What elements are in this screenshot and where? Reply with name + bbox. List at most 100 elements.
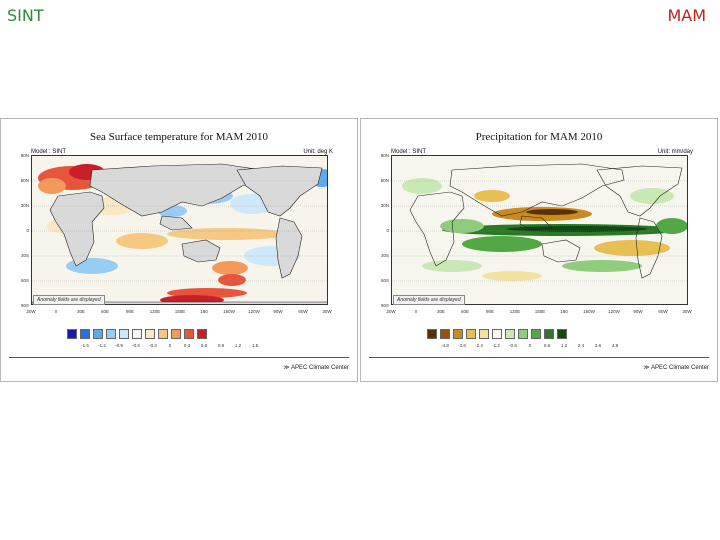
legend-tick: 2.4	[577, 343, 585, 348]
legend-swatch	[67, 329, 77, 339]
legend-tick: 0	[168, 343, 172, 348]
lon-label: 120W	[608, 309, 620, 314]
legend-swatch	[93, 329, 103, 339]
legend-tick: 1.5	[251, 343, 259, 348]
lon-label: 60E	[100, 309, 110, 314]
precip-map-title: Precipitation for MAM 2010	[475, 131, 603, 143]
lon-label: 150W	[583, 309, 595, 314]
lat-label: 60S	[380, 278, 389, 283]
lon-label: 0	[414, 309, 418, 314]
precip-unit-label: Unit: mm/day	[657, 149, 693, 155]
lon-label: 150E	[534, 309, 546, 314]
lon-label: 60E	[460, 309, 470, 314]
legend-tick: 3.6	[594, 343, 602, 348]
legend-tick: -1.5	[81, 343, 89, 348]
legend-swatch	[479, 329, 489, 339]
anomaly-note: Anomaly fields are displayed	[393, 295, 465, 305]
precip-map-panel: Precipitation for MAM 2010 Model : SINT …	[360, 118, 718, 382]
sst-model-label: Model : SINT	[31, 149, 67, 155]
legend-swatch	[531, 329, 541, 339]
precip-map-graphic	[392, 156, 687, 304]
legend-tick: -0.6	[509, 343, 517, 348]
lon-label: 30W	[682, 309, 692, 314]
lon-label: 30E	[76, 309, 86, 314]
legend-tick: -1.2	[492, 343, 500, 348]
lon-label: 20W	[26, 309, 36, 314]
lon-label: 30E	[436, 309, 446, 314]
legend-swatch	[518, 329, 528, 339]
legend-swatch	[106, 329, 116, 339]
legend-swatch	[427, 329, 437, 339]
lat-label: 60S	[20, 278, 29, 283]
legend-swatch	[544, 329, 554, 339]
legend-swatch	[492, 329, 502, 339]
lon-label: 60W	[298, 309, 308, 314]
lon-label: 90W	[633, 309, 643, 314]
lon-label: 120E	[149, 309, 161, 314]
footer-rule	[9, 357, 349, 358]
lon-label: 180	[200, 309, 208, 314]
lat-label: 0	[386, 228, 389, 233]
lon-label: 150E	[174, 309, 186, 314]
lat-label: 90S	[20, 303, 29, 308]
legend-tick: -3.6	[458, 343, 466, 348]
precip-anomaly-patches	[402, 178, 687, 281]
legend-tick: -2.4	[475, 343, 483, 348]
lat-label: 90N	[380, 153, 389, 158]
legend-swatch	[184, 329, 194, 339]
legend-tick: -0.6	[132, 343, 140, 348]
legend-tick: -0.9	[115, 343, 123, 348]
sst-color-legend	[67, 329, 207, 341]
region-label: SINT	[7, 6, 44, 25]
legend-tick: 0.6	[543, 343, 551, 348]
legend-swatch	[466, 329, 476, 339]
legend-swatch	[453, 329, 463, 339]
legend-tick: 4.8	[611, 343, 619, 348]
sst-unit-label: Unit: deg K	[303, 149, 333, 155]
lat-label: 30N	[380, 203, 389, 208]
legend-tick: 0.6	[200, 343, 208, 348]
legend-swatch	[158, 329, 168, 339]
lon-label: 180	[560, 309, 568, 314]
lon-label: 90E	[125, 309, 135, 314]
lat-label: 30S	[380, 253, 389, 258]
season-label: MAM	[667, 6, 706, 25]
legend-swatch	[197, 329, 207, 339]
legend-tick: 1.2	[560, 343, 568, 348]
sst-map-graphic	[32, 156, 327, 304]
legend-tick: 1.2	[234, 343, 242, 348]
lon-label: 90W	[273, 309, 283, 314]
legend-swatch	[80, 329, 90, 339]
legend-tick: -1.2	[98, 343, 106, 348]
continents	[32, 163, 327, 304]
lon-label: 90E	[485, 309, 495, 314]
lon-label: 20W	[386, 309, 396, 314]
precip-anomaly-map	[391, 155, 688, 305]
lon-label: 30W	[322, 309, 332, 314]
footer-rule	[369, 357, 709, 358]
apec-footer: ≫ APEC Climate Center	[283, 365, 349, 371]
lat-label: 90S	[380, 303, 389, 308]
sst-anomaly-map	[31, 155, 328, 305]
legend-tick: 0.3	[183, 343, 191, 348]
lon-label: 60W	[658, 309, 668, 314]
sst-map-title: Sea Surface temperature for MAM 2010	[89, 131, 269, 143]
lat-label: 0	[26, 228, 29, 233]
lon-label: 120E	[509, 309, 521, 314]
sst-map-panel: Sea Surface temperature for MAM 2010 Mod…	[0, 118, 358, 382]
precip-model-label: Model : SINT	[391, 149, 427, 155]
legend-swatch	[171, 329, 181, 339]
legend-swatch	[557, 329, 567, 339]
legend-swatch	[505, 329, 515, 339]
lon-label: 0	[54, 309, 58, 314]
lat-label: 60N	[380, 178, 389, 183]
legend-swatch	[440, 329, 450, 339]
legend-tick: -0.3	[149, 343, 157, 348]
lat-label: 90N	[20, 153, 29, 158]
lat-label: 30N	[20, 203, 29, 208]
anomaly-note: Anomaly fields are displayed	[33, 295, 105, 305]
lon-label: 120W	[248, 309, 260, 314]
lat-label: 30S	[20, 253, 29, 258]
legend-tick: -4.8	[441, 343, 449, 348]
precip-color-legend	[427, 329, 567, 341]
